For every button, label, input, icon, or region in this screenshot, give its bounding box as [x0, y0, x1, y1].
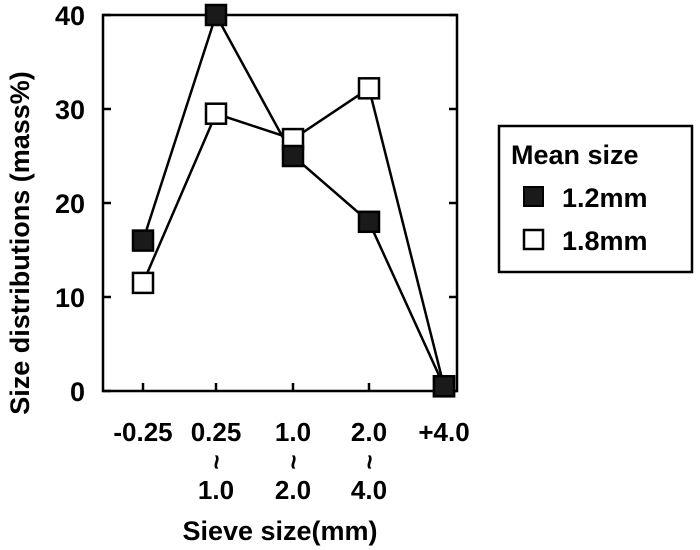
data-point-1.2mm: [131, 229, 155, 252]
x-tick-label-bottom: 4.0: [351, 475, 387, 505]
legend-label: 1.2mm: [562, 183, 648, 213]
y-tick-label: 10: [55, 283, 85, 313]
x-tick-label-range-sep: ~: [355, 454, 385, 469]
x-tick-label-top: 2.0: [351, 417, 387, 447]
x-tick-label-top: 1.0: [275, 417, 311, 447]
x-tick-label-bottom: 2.0: [275, 475, 311, 505]
data-point-1.2mm: [281, 144, 305, 168]
data-point-1.2mm: [204, 3, 228, 27]
y-tick-label: 30: [55, 95, 85, 125]
legend: Mean size 1.2mm 1.8mm: [497, 124, 694, 274]
y-tick-label: 40: [55, 1, 85, 31]
x-axis-ticks: -0.25 0.25 ~1.0 1.0 ~2.0 2.0 ~4.0 +4.0: [113, 383, 470, 505]
series-points: [131, 3, 456, 398]
data-point-1.2mm: [432, 375, 456, 398]
data-point-1.8mm: [357, 77, 381, 100]
x-tick-label-top: 0.25: [191, 417, 242, 447]
x-tick-label-top: +4.0: [418, 417, 469, 447]
y-axis-title: Size distributions (mass%): [5, 71, 35, 415]
data-point-1.2mm: [357, 210, 381, 234]
y-tick-label: 20: [55, 189, 85, 219]
legend-marker-open-square: [522, 228, 545, 251]
x-tick-label-bottom: 1.0: [198, 475, 234, 505]
x-tick-label-top: -0.25: [113, 417, 172, 447]
x-tick-label-range-sep: ~: [279, 454, 309, 469]
legend-label: 1.8mm: [562, 226, 648, 256]
y-tick-label: 0: [70, 377, 85, 407]
legend-marker-filled-square: [523, 186, 544, 207]
x-tick-label-range-sep: ~: [202, 454, 232, 469]
x-axis-title: Sieve size(mm): [182, 516, 377, 546]
y-axis-ticks: 0 10 20 30 40: [55, 1, 457, 407]
data-point-1.8mm: [204, 102, 228, 125]
data-point-1.8mm: [131, 271, 155, 295]
legend-title: Mean size: [511, 140, 639, 170]
series-lines: [141, 11, 446, 387]
series-line-1.2mm: [141, 11, 446, 387]
